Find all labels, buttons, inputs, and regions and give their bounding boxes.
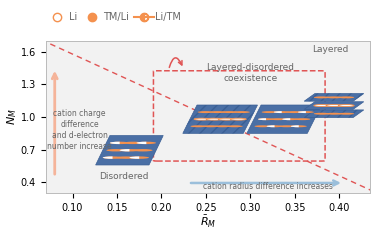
Circle shape (215, 125, 230, 127)
Circle shape (136, 142, 156, 144)
Circle shape (123, 142, 143, 144)
Text: Layered: Layered (312, 45, 349, 54)
Text: cation radius difference increases: cation radius difference increases (203, 182, 333, 191)
Circle shape (120, 149, 139, 152)
Wedge shape (258, 118, 266, 120)
Wedge shape (110, 142, 120, 144)
Circle shape (298, 111, 314, 113)
Circle shape (210, 111, 226, 113)
Polygon shape (304, 102, 364, 109)
Text: Layered-disordered
coexistence: Layered-disordered coexistence (206, 63, 294, 83)
Legend: Li, TM/Li, Li/TM: Li, TM/Li, Li/TM (47, 12, 181, 22)
Circle shape (110, 142, 129, 144)
Polygon shape (304, 110, 364, 118)
Circle shape (191, 125, 206, 127)
Wedge shape (120, 149, 129, 152)
Circle shape (286, 111, 302, 113)
Circle shape (116, 156, 136, 159)
Circle shape (230, 118, 246, 120)
Circle shape (234, 111, 250, 113)
Polygon shape (247, 105, 321, 133)
Circle shape (279, 125, 295, 127)
Circle shape (227, 125, 243, 127)
Text: Disordered: Disordered (99, 172, 149, 181)
Text: cation charge
difference
and d-electron
number increase: cation charge difference and d-electron … (47, 109, 112, 151)
Circle shape (218, 118, 234, 120)
Circle shape (294, 118, 310, 120)
Wedge shape (103, 156, 112, 159)
Circle shape (326, 96, 342, 98)
Circle shape (270, 118, 286, 120)
X-axis label: $\bar{R}_{M}$: $\bar{R}_{M}$ (200, 215, 216, 230)
Circle shape (338, 96, 354, 98)
Wedge shape (298, 111, 306, 113)
Circle shape (262, 111, 277, 113)
Wedge shape (274, 111, 282, 113)
Circle shape (103, 156, 122, 159)
Circle shape (338, 105, 354, 106)
Circle shape (291, 125, 307, 127)
Circle shape (326, 105, 342, 106)
Circle shape (206, 118, 222, 120)
Circle shape (133, 149, 153, 152)
Circle shape (258, 118, 274, 120)
Wedge shape (282, 118, 290, 120)
Circle shape (282, 118, 298, 120)
Circle shape (326, 113, 342, 115)
Circle shape (129, 156, 149, 159)
Wedge shape (129, 156, 139, 159)
Polygon shape (183, 105, 258, 133)
Circle shape (314, 105, 330, 106)
Y-axis label: $N_{M}$: $N_{M}$ (6, 109, 19, 125)
Wedge shape (291, 125, 299, 127)
Circle shape (194, 118, 210, 120)
Circle shape (222, 111, 238, 113)
Wedge shape (136, 142, 146, 144)
Circle shape (106, 149, 126, 152)
Circle shape (314, 96, 330, 98)
Circle shape (255, 125, 270, 127)
Circle shape (203, 125, 218, 127)
Circle shape (314, 113, 330, 115)
Wedge shape (267, 125, 274, 127)
Circle shape (338, 113, 354, 115)
Polygon shape (96, 135, 163, 165)
Polygon shape (304, 93, 364, 101)
Circle shape (197, 111, 214, 113)
Circle shape (274, 111, 290, 113)
Circle shape (267, 125, 283, 127)
